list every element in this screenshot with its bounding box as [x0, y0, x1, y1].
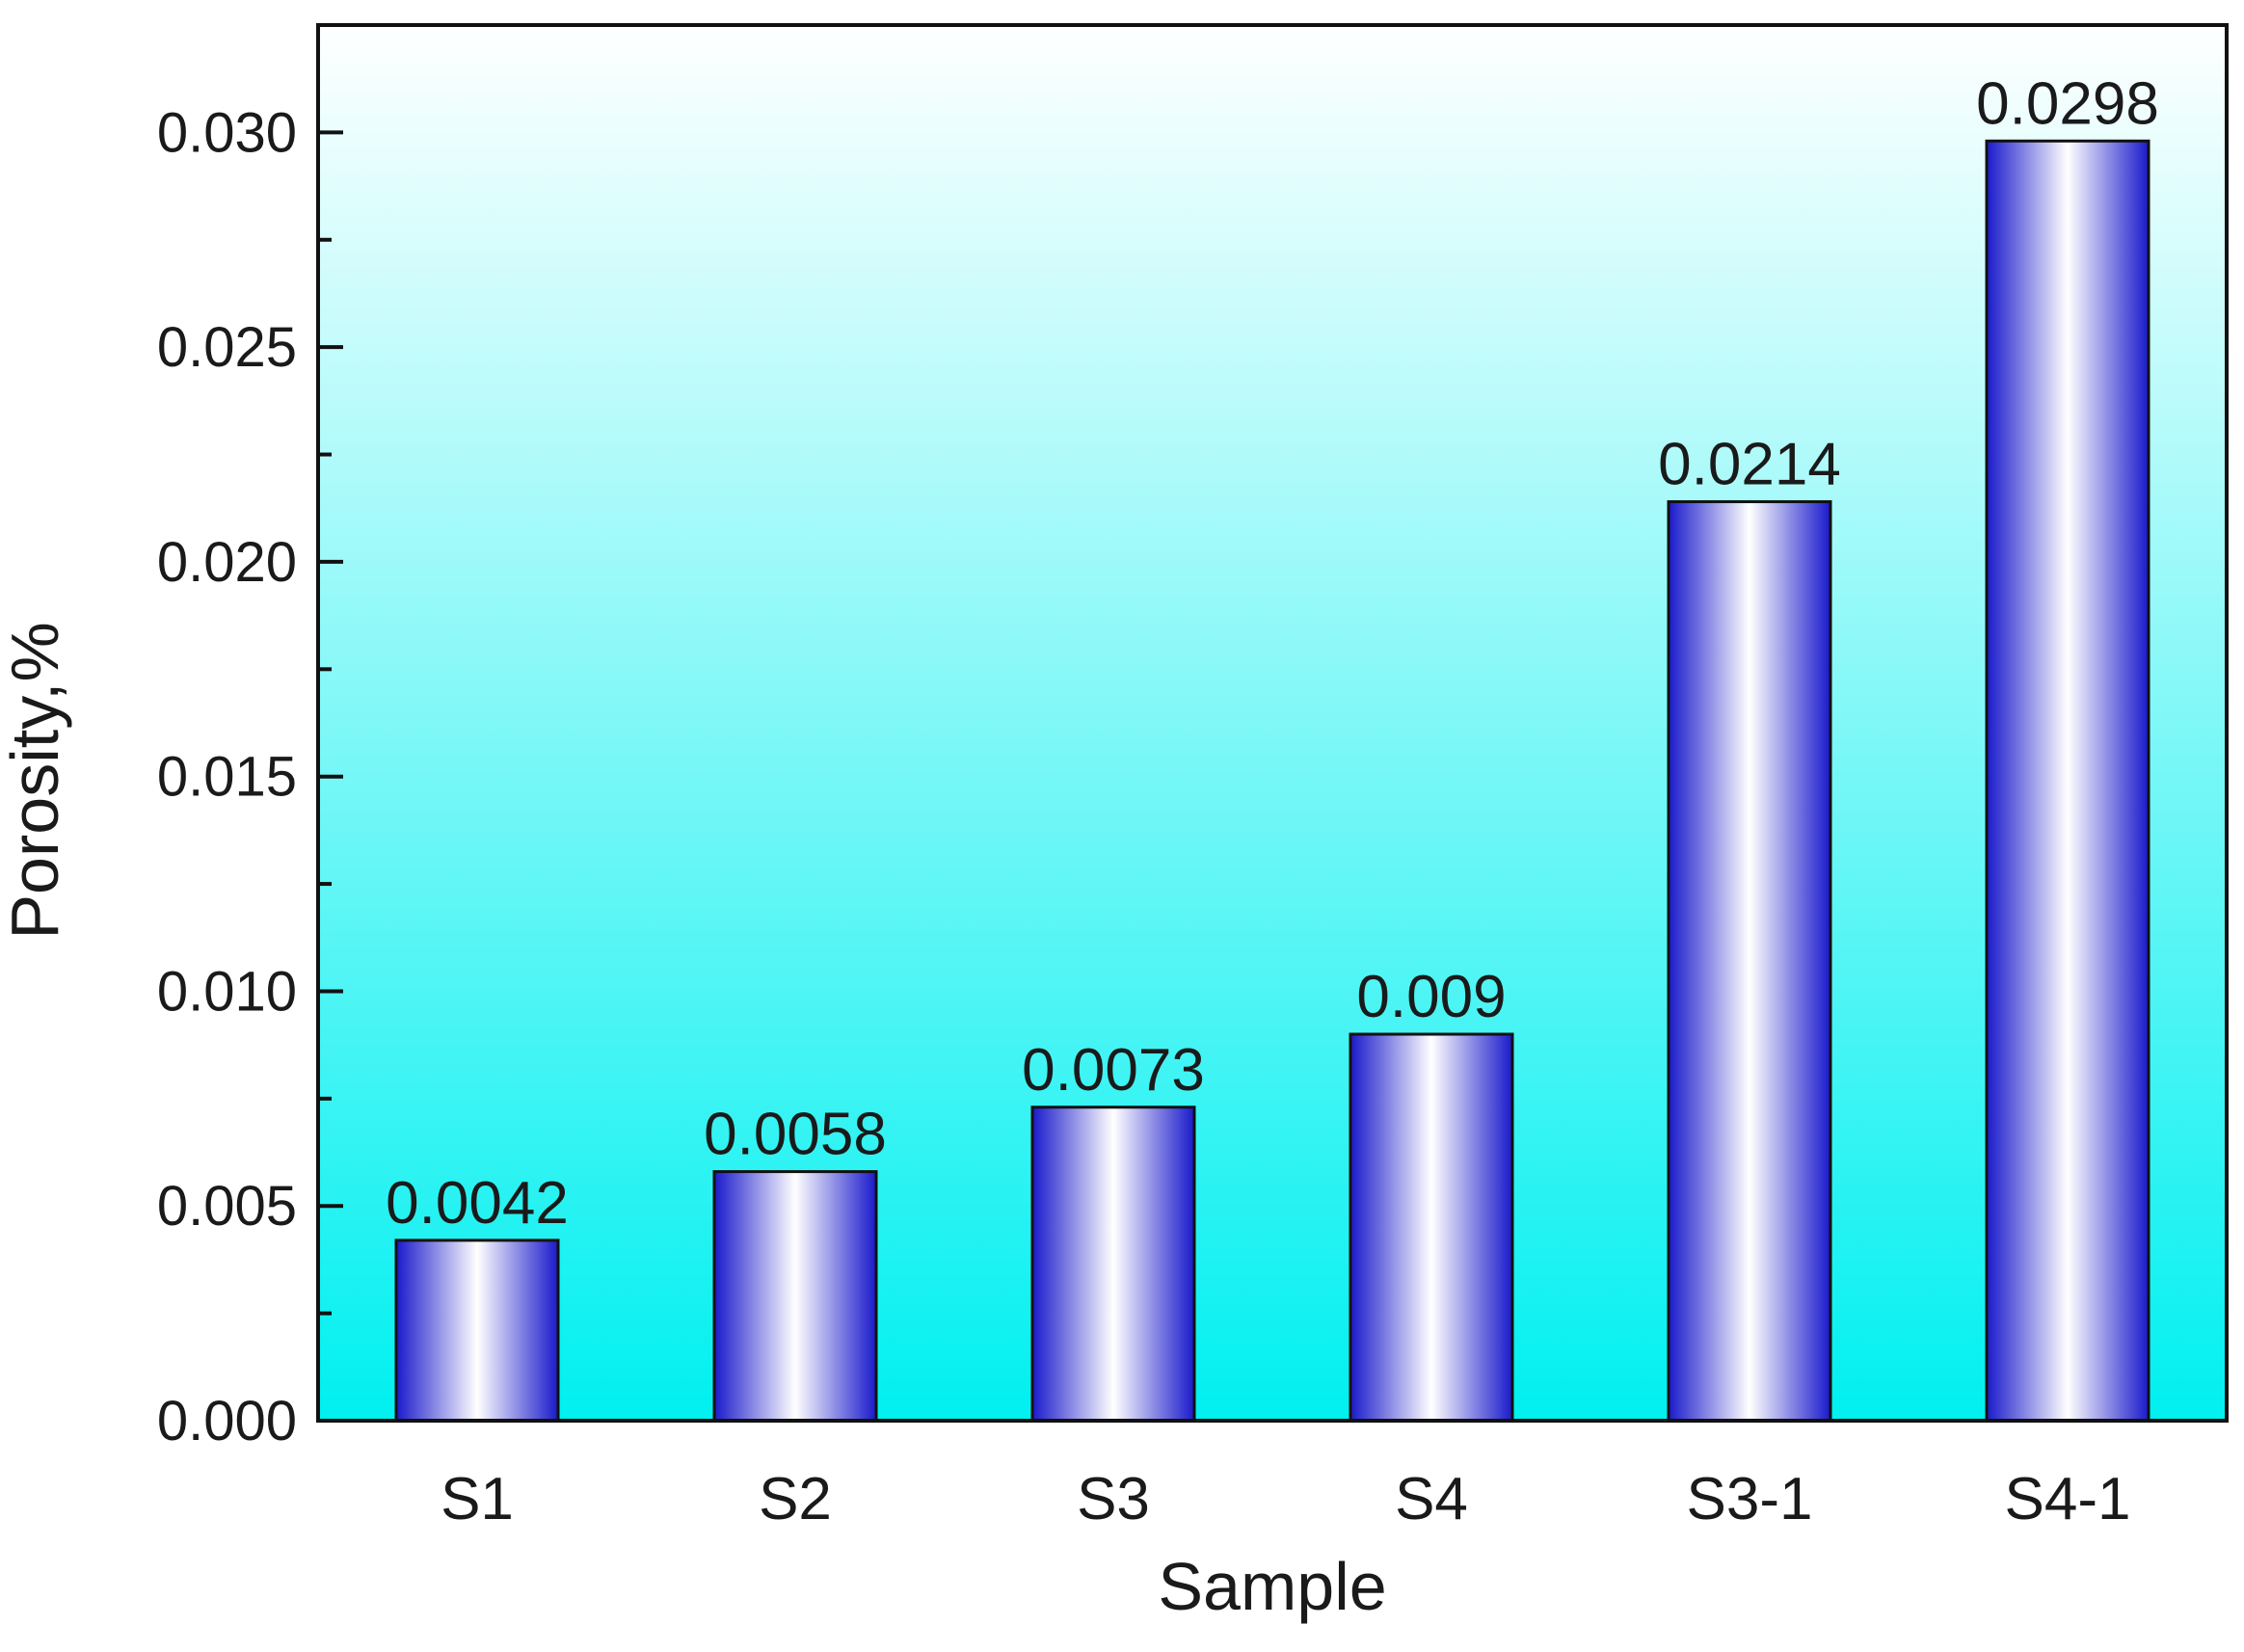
data-label-s4: 0.009 [1356, 964, 1506, 1030]
bar-s2 [712, 1170, 878, 1423]
y-axis-ticks [318, 130, 343, 1423]
plot-frame [316, 23, 2229, 1423]
data-label-s3: 0.0073 [1022, 1037, 1205, 1104]
x-tick-label-s3-1: S3-1 [1687, 1466, 1813, 1532]
x-axis-title: Sample [1158, 1549, 1386, 1624]
data-label-s2: 0.0058 [704, 1102, 887, 1168]
y-axis-tick-labels: 0.000 0.005 0.010 0.015 0.020 0.025 0.030 [157, 101, 297, 1452]
data-label-s4-1: 0.0298 [1976, 70, 2159, 137]
y-tick-label: 0.025 [157, 316, 297, 379]
bars-group [394, 139, 2150, 1423]
data-label-s3-1: 0.0214 [1658, 432, 1841, 498]
y-tick-label: 0.005 [157, 1175, 297, 1238]
y-tick-label: 0.000 [157, 1390, 297, 1452]
y-tick-label: 0.020 [157, 531, 297, 594]
y-tick-label: 0.030 [157, 101, 297, 164]
x-tick-label-s4: S4 [1395, 1466, 1468, 1532]
data-label-s1: 0.0042 [386, 1170, 569, 1237]
x-tick-label-s3: S3 [1077, 1466, 1150, 1532]
bar-s3 [1030, 1106, 1196, 1423]
bar-s3-1 [1667, 500, 1832, 1423]
y-tick-label: 0.010 [157, 960, 297, 1023]
data-labels-group: 0.0042 0.0058 0.0073 0.009 0.0214 0.0298 [386, 70, 2159, 1237]
x-tick-label-s4-1: S4-1 [2005, 1466, 2131, 1532]
plot-area [318, 25, 2227, 1421]
x-tick-label-s1: S1 [441, 1466, 514, 1532]
bar-s1 [394, 1239, 560, 1423]
bar-s4-1 [1985, 139, 2150, 1423]
y-tick-label: 0.015 [157, 746, 297, 809]
bar-s4 [1349, 1032, 1514, 1423]
x-axis-tick-labels: S1 S2 S3 S4 S3-1 S4-1 [441, 1466, 2130, 1532]
y-axis-title: Porosity,% [0, 622, 72, 939]
x-tick-label-s2: S2 [759, 1466, 832, 1532]
